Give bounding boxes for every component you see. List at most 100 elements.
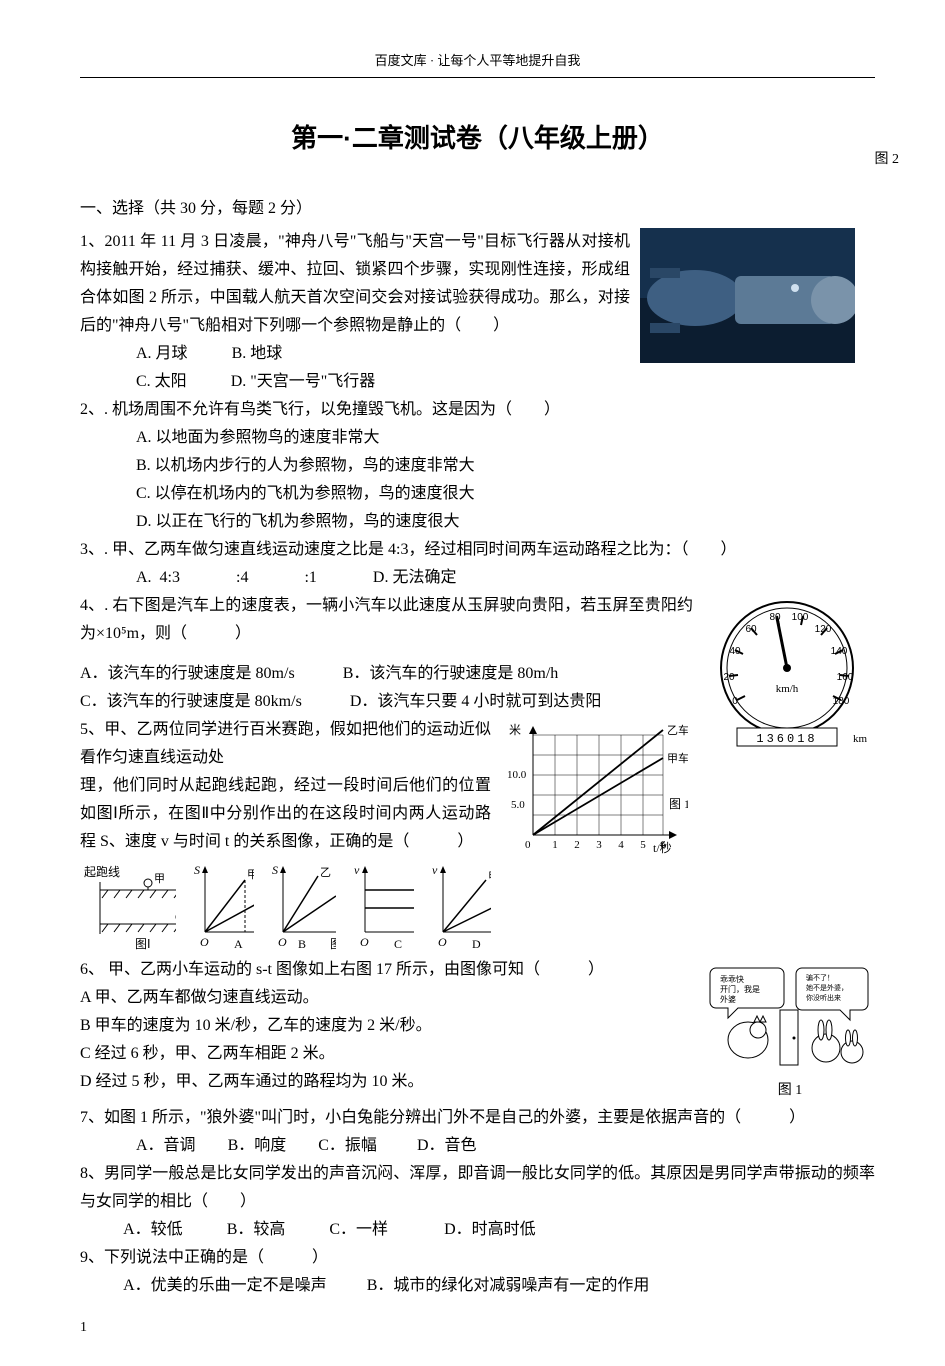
svg-text:0: 0: [732, 696, 738, 707]
svg-text:C: C: [394, 937, 402, 951]
q9-options-line1: A．优美的乐曲一定不是噪声 B．城市的绿化对减弱噪声有一定的作用: [80, 1272, 875, 1300]
svg-text:B 图Ⅱ: B 图Ⅱ: [298, 937, 337, 951]
q7-figure-label: 图 1: [705, 1079, 875, 1099]
q7-figure-wrap: 乖乖快 开门，我是 外婆 骗不了！ 她不是外婆， 你没听出来 图 1: [705, 960, 875, 1099]
q8-optA: A．较低: [123, 1221, 183, 1238]
q9-optB: B．城市的绿化对减弱噪声有一定的作用: [367, 1277, 650, 1294]
q3-optA: A. 4:3: [136, 569, 180, 586]
q3-options: A. 4:3 :4 :1 D. 无法确定: [80, 564, 875, 592]
st-chart: 米 t/秒 10.0 5.0 0: [503, 720, 688, 860]
svg-text:S: S: [194, 863, 200, 877]
svg-text:O: O: [360, 935, 369, 949]
q3-optB: :4: [236, 569, 248, 586]
svg-text:100: 100: [792, 612, 809, 623]
q1-figure-label: 图 2: [871, 148, 900, 168]
svg-text:20: 20: [723, 672, 735, 683]
q8-stem: 8、男同学一般总是比女同学发出的声音沉闷、浑厚，即音调一般比女同学的低。其原因是…: [80, 1160, 875, 1216]
q2-stem: 2、. 机场周围不允许有鸟类飞行，以免撞毁飞机。这是因为（ ）: [80, 396, 875, 424]
svg-text:乙车: 乙车: [667, 723, 688, 737]
q8-options: A．较低 B．较高 C．一样 D．时高时低: [80, 1216, 875, 1244]
q5-figure-D: v t O 甲 乙 D: [428, 862, 491, 952]
svg-text:甲: 甲: [247, 869, 253, 881]
q8-optD: D．时高时低: [444, 1221, 536, 1238]
svg-text:图Ⅰ: 图Ⅰ: [135, 937, 151, 951]
svg-text:米: 米: [509, 723, 521, 737]
svg-text:乖乖快: 乖乖快: [720, 974, 744, 984]
svg-text:4: 4: [618, 839, 624, 851]
svg-text:乙: 乙: [320, 866, 331, 879]
q2-optD: D. 以正在飞行的飞机为参照物，鸟的速度很大: [80, 508, 875, 536]
q7-optA: A．音调: [136, 1137, 196, 1154]
q5-figure-I: 起跑线 甲 乙 图Ⅰ: [80, 862, 176, 952]
cartoon-placeholder: 乖乖快 开门，我是 外婆 骗不了！ 她不是外婆， 你没听出来: [708, 960, 873, 1070]
q8-optC: C．一样: [329, 1221, 388, 1238]
q2-optB: B. 以机场内步行的人为参照物，鸟的速度非常大: [80, 452, 875, 480]
svg-text:5.0: 5.0: [511, 799, 525, 811]
q7-optC: C．振幅: [318, 1137, 377, 1154]
q9-stem: 9、下列说法中正确的是（ ）: [80, 1244, 875, 1272]
svg-text:80: 80: [769, 612, 781, 623]
q5-stem-b: 理，他们同时从起跑线起跑，经过一段时间后他们的位置如图Ⅰ所示，在图Ⅱ中分别作出的…: [80, 772, 875, 856]
q4-optC: C．该汽车的行驶速度是 80km/s: [80, 693, 302, 710]
svg-text:2: 2: [574, 839, 580, 851]
svg-text:D: D: [472, 937, 481, 951]
svg-text:3: 3: [596, 839, 602, 851]
svg-text:你没听出来: 你没听出来: [806, 993, 841, 1002]
q4-optD: D．该汽车只要 4 小时就可到达贵阳: [350, 693, 602, 710]
header-site-text: 百度文库 · 让每个人平等地提升自我: [80, 50, 875, 69]
q5-figure-B: S t O 乙 甲 B 图Ⅱ: [268, 862, 337, 952]
q5-figure-A: S t O 甲 乙 A: [190, 862, 253, 952]
q5-figure-C: v t O 甲 乙 C: [350, 862, 413, 952]
svg-text:10.0: 10.0: [507, 769, 527, 781]
q7-optB: B．响度: [228, 1137, 287, 1154]
svg-text:甲车: 甲车: [667, 751, 688, 765]
svg-text:A: A: [234, 937, 243, 951]
q1-figure-wrap: 图 2: [640, 228, 875, 368]
svg-text:O: O: [278, 935, 287, 949]
svg-text:km/h: km/h: [776, 683, 799, 695]
svg-text:起跑线: 起跑线: [84, 865, 120, 879]
q4-optA: A．该汽车的行驶速度是 80m/s: [80, 665, 295, 682]
page-number: 1: [80, 1320, 875, 1336]
q3-optD: D. 无法确定: [373, 569, 457, 586]
svg-text:6: 6: [660, 839, 666, 851]
svg-text:0: 0: [525, 839, 531, 851]
svg-text:O: O: [200, 935, 209, 949]
speedometer-icon: 0 20 40 60 80 100 120 140 160 180: [705, 596, 870, 751]
header-rule: [80, 77, 875, 78]
q3-optC: :1: [304, 569, 316, 586]
q8-optB: B．较高: [227, 1221, 286, 1238]
q1-optA: A. 月球: [136, 345, 188, 362]
q5-figures-row: 起跑线 甲 乙 图Ⅰ S t O 甲 乙 A: [80, 862, 491, 952]
q7-options: A．音调 B．响度 C．振幅 D．音色: [80, 1132, 875, 1160]
svg-text:v: v: [354, 863, 360, 877]
q2-optC: C. 以停在机场内的飞机为参照物，鸟的速度很大: [80, 480, 875, 508]
q7-stem: 7、如图 1 所示，"狼外婆"叫门时，小白兔能分辨出门外不是自己的外婆，主要是依…: [80, 1104, 875, 1132]
q9-optA: A．优美的乐曲一定不是噪声: [123, 1277, 327, 1294]
svg-text:km: km: [853, 733, 868, 745]
q6-figure-wrap: 米 t/秒 10.0 5.0 0: [503, 720, 693, 865]
svg-text:5: 5: [640, 839, 646, 851]
svg-text:160: 160: [837, 672, 854, 683]
svg-text:甲: 甲: [154, 873, 165, 885]
q7-optD: D．音色: [417, 1137, 477, 1154]
q4-figure-wrap: 0 20 40 60 80 100 120 140 160 180: [705, 596, 875, 756]
q1-optD: D. "天宫一号"飞行器: [231, 373, 376, 390]
q1-options-line2: C. 太阳 D. "天宫一号"飞行器: [80, 368, 875, 396]
svg-text:1: 1: [552, 839, 558, 851]
svg-text:骗不了！: 骗不了！: [806, 973, 834, 982]
q3-stem: 3、. 甲、乙两车做匀速直线运动速度之比是 4:3，经过相同时间两车运动路程之比…: [80, 536, 875, 564]
page-title: 第一·二章测试卷（八年级上册）: [80, 118, 875, 155]
svg-text:甲: 甲: [488, 871, 491, 883]
q1-optB: B. 地球: [232, 345, 283, 362]
q2-optA: A. 以地面为参照物鸟的速度非常大: [80, 424, 875, 452]
svg-text:她不是外婆，: 她不是外婆，: [806, 983, 848, 992]
q1-optC: C. 太阳: [136, 373, 187, 390]
q4-optB: B．该汽车的行驶速度是 80m/h: [343, 665, 559, 682]
document-page: 百度文库 · 让每个人平等地提升自我 第一·二章测试卷（八年级上册） 一、选择（…: [0, 0, 945, 1366]
svg-text:开门，我是: 开门，我是: [720, 984, 760, 994]
svg-text:O: O: [438, 935, 447, 949]
svg-text:136018: 136018: [756, 732, 817, 746]
svg-text:v: v: [432, 863, 438, 877]
svg-text:外婆: 外婆: [720, 994, 736, 1004]
